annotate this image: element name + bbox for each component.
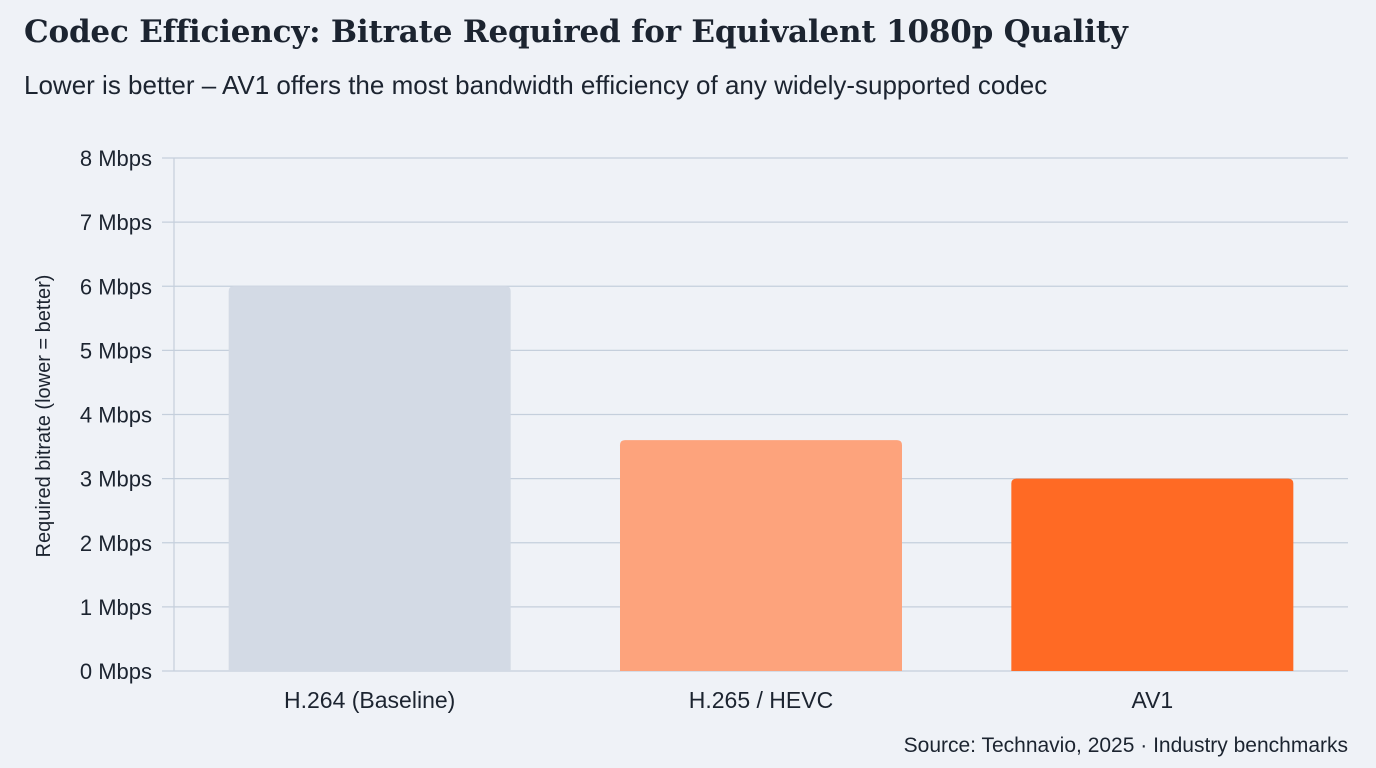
x-tick-label: AV1 xyxy=(1131,687,1173,713)
bars xyxy=(228,286,1294,671)
source-note: Source: Technavio, 2025 · Industry bench… xyxy=(903,734,1348,757)
y-tick-label: 1 Mbps xyxy=(80,595,152,620)
y-tick-label: 2 Mbps xyxy=(80,531,152,556)
bar-2 xyxy=(620,440,902,671)
y-tick-label: 0 Mbps xyxy=(80,659,152,684)
x-tick-label: H.265 / HEVC xyxy=(689,687,833,713)
y-tick-label: 7 Mbps xyxy=(80,210,152,235)
y-tick-label: 6 Mbps xyxy=(80,274,152,299)
y-tick-label: 4 Mbps xyxy=(80,403,152,428)
bar-1 xyxy=(228,286,511,671)
y-tick-label: 8 Mbps xyxy=(80,146,152,171)
y-axis-label: Required bitrate (lower = better) xyxy=(33,275,55,558)
chart-title: Codec Efficiency: Bitrate Required for E… xyxy=(24,14,1128,50)
y-tick-label: 5 Mbps xyxy=(80,338,152,363)
bar-3 xyxy=(1011,478,1294,671)
chart-subtitle: Lower is better – AV1 offers the most ba… xyxy=(24,70,1048,100)
x-tick-label: H.264 (Baseline) xyxy=(284,687,455,713)
axis-ticks: 0 Mbps 1 Mbps 2 Mbps 3 Mbps 4 Mbps 5 Mbps 6 Mb… xyxy=(80,146,1173,713)
y-tick-label: 3 Mbps xyxy=(80,467,152,492)
